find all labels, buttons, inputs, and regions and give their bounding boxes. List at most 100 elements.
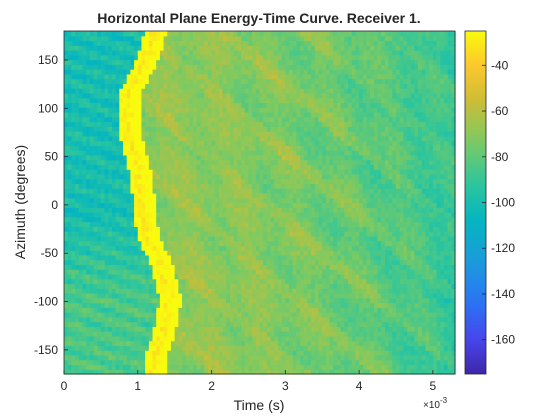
heatmap-cell <box>189 197 194 204</box>
heatmap-cell <box>303 83 309 89</box>
heatmap-cell <box>163 178 168 185</box>
heatmap-cell <box>67 59 72 65</box>
heatmap-cell <box>196 207 202 213</box>
heatmap-cell <box>78 173 84 180</box>
heatmap-cell <box>174 131 179 137</box>
heatmap-cell <box>200 264 205 270</box>
heatmap-cell <box>137 359 143 366</box>
heatmap-cell <box>244 88 250 94</box>
heatmap-cell <box>274 188 279 194</box>
heatmap-cell <box>141 278 146 285</box>
heatmap-cell <box>163 88 168 94</box>
heatmap-cell <box>185 212 191 218</box>
heatmap-cell <box>163 369 168 375</box>
heatmap-cell <box>193 202 198 208</box>
heatmap-cell <box>100 240 106 246</box>
heatmap-cell <box>185 73 191 80</box>
heatmap-cell <box>185 221 191 227</box>
heatmap-cell <box>152 173 157 180</box>
heatmap-cell <box>218 240 224 246</box>
heatmap-cell <box>89 235 95 242</box>
heatmap-cell <box>274 135 279 142</box>
heatmap-cell <box>233 88 238 94</box>
heatmap-cell <box>307 135 312 142</box>
heatmap-cell <box>141 216 146 223</box>
heatmap-cell <box>71 102 76 108</box>
heatmap-cell <box>119 235 124 242</box>
heatmap-cell <box>241 240 246 246</box>
heatmap-cell <box>75 235 80 242</box>
heatmap-cell <box>193 31 198 37</box>
heatmap-cell <box>97 40 102 46</box>
heatmap-cell <box>130 264 135 270</box>
heatmap-cell <box>134 354 139 361</box>
heatmap-cell <box>307 207 312 213</box>
heatmap-cell <box>196 183 202 189</box>
heatmap-cell <box>207 31 213 37</box>
heatmap-cell <box>274 354 279 361</box>
heatmap-cell <box>277 54 283 61</box>
heatmap-cell <box>226 259 231 266</box>
heatmap-cell <box>314 131 320 137</box>
heatmap-cell <box>75 340 80 347</box>
heatmap-cell <box>126 359 131 366</box>
heatmap-cell <box>137 326 143 332</box>
heatmap-cell <box>218 126 224 132</box>
heatmap-cell <box>229 364 235 370</box>
heatmap-cell <box>207 321 213 327</box>
heatmap-cell <box>71 73 76 80</box>
heatmap-cell <box>185 188 191 194</box>
heatmap-cell <box>277 111 283 118</box>
heatmap-cell <box>244 145 250 151</box>
heatmap-cell <box>123 35 128 42</box>
heatmap-cell <box>229 164 235 170</box>
heatmap-cell <box>259 364 264 370</box>
heatmap-cell <box>263 102 268 108</box>
heatmap-cell <box>314 221 320 227</box>
heatmap-cell <box>156 150 161 156</box>
heatmap-cell <box>119 297 124 304</box>
heatmap-cell <box>252 59 257 65</box>
heatmap-cell <box>108 59 113 65</box>
heatmap-cell <box>185 78 191 84</box>
heatmap-cell <box>182 188 187 194</box>
heatmap-cell <box>71 64 76 70</box>
heatmap-cell <box>193 293 198 299</box>
heatmap-cell <box>314 126 320 132</box>
heatmap-cell <box>241 207 246 213</box>
heatmap-cell <box>152 335 157 342</box>
heatmap-cell <box>93 73 98 80</box>
heatmap-cell <box>281 197 286 204</box>
heatmap-cell <box>64 178 69 185</box>
heatmap-cells <box>64 31 456 375</box>
heatmap-cell <box>97 131 102 137</box>
heatmap-cell <box>196 226 202 232</box>
heatmap-cell <box>67 164 72 170</box>
heatmap-cell <box>200 116 205 123</box>
heatmap-cell <box>215 116 220 123</box>
heatmap-cell <box>130 31 135 37</box>
heatmap-cell <box>163 107 168 113</box>
heatmap-cell <box>252 188 257 194</box>
heatmap-cell <box>126 364 131 370</box>
heatmap-cell <box>108 231 113 237</box>
heatmap-cell <box>67 269 72 275</box>
heatmap-cell <box>277 102 283 108</box>
heatmap-cell <box>174 250 179 256</box>
heatmap-cell <box>211 340 216 347</box>
heatmap-cell <box>189 297 194 304</box>
heatmap-cell <box>71 78 76 84</box>
heatmap-cell <box>292 312 297 318</box>
heatmap-cell <box>108 159 113 165</box>
heatmap-cell <box>307 340 312 347</box>
heatmap-cell <box>244 126 250 132</box>
heatmap-cell <box>108 140 113 146</box>
heatmap-cell <box>130 288 135 294</box>
heatmap-cell <box>215 273 220 280</box>
heatmap-cell <box>82 207 87 213</box>
heatmap-cell <box>167 69 172 75</box>
heatmap-cell <box>207 302 213 308</box>
heatmap-cell <box>303 54 309 61</box>
heatmap-cell <box>82 212 87 218</box>
heatmap-cell <box>244 254 250 261</box>
